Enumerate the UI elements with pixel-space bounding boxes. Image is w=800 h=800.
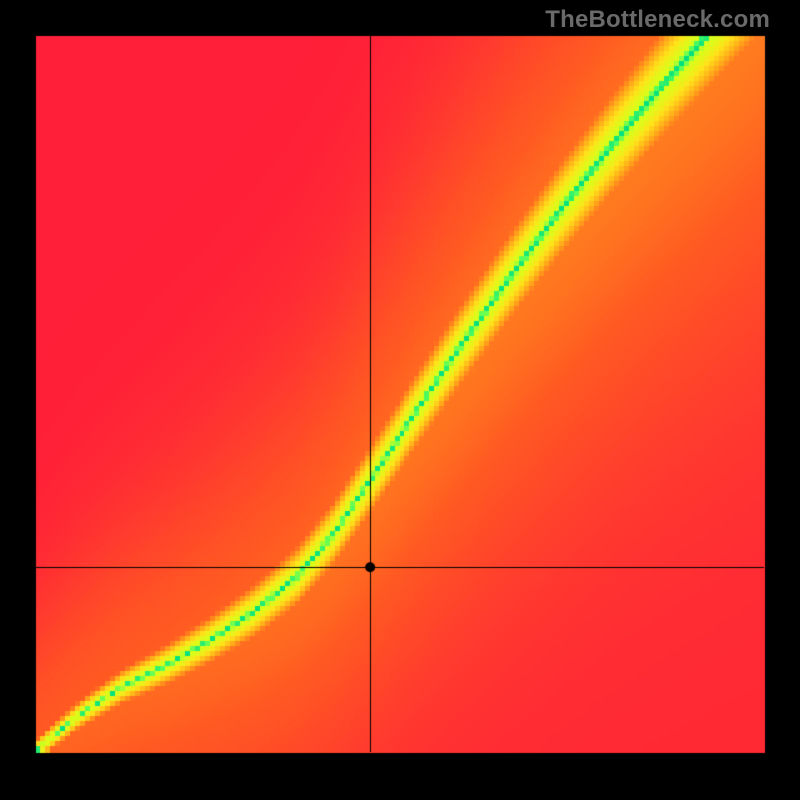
watermark-text: TheBottleneck.com (545, 6, 770, 34)
heatmap-canvas (0, 0, 800, 800)
chart-container: TheBottleneck.com (0, 0, 800, 800)
